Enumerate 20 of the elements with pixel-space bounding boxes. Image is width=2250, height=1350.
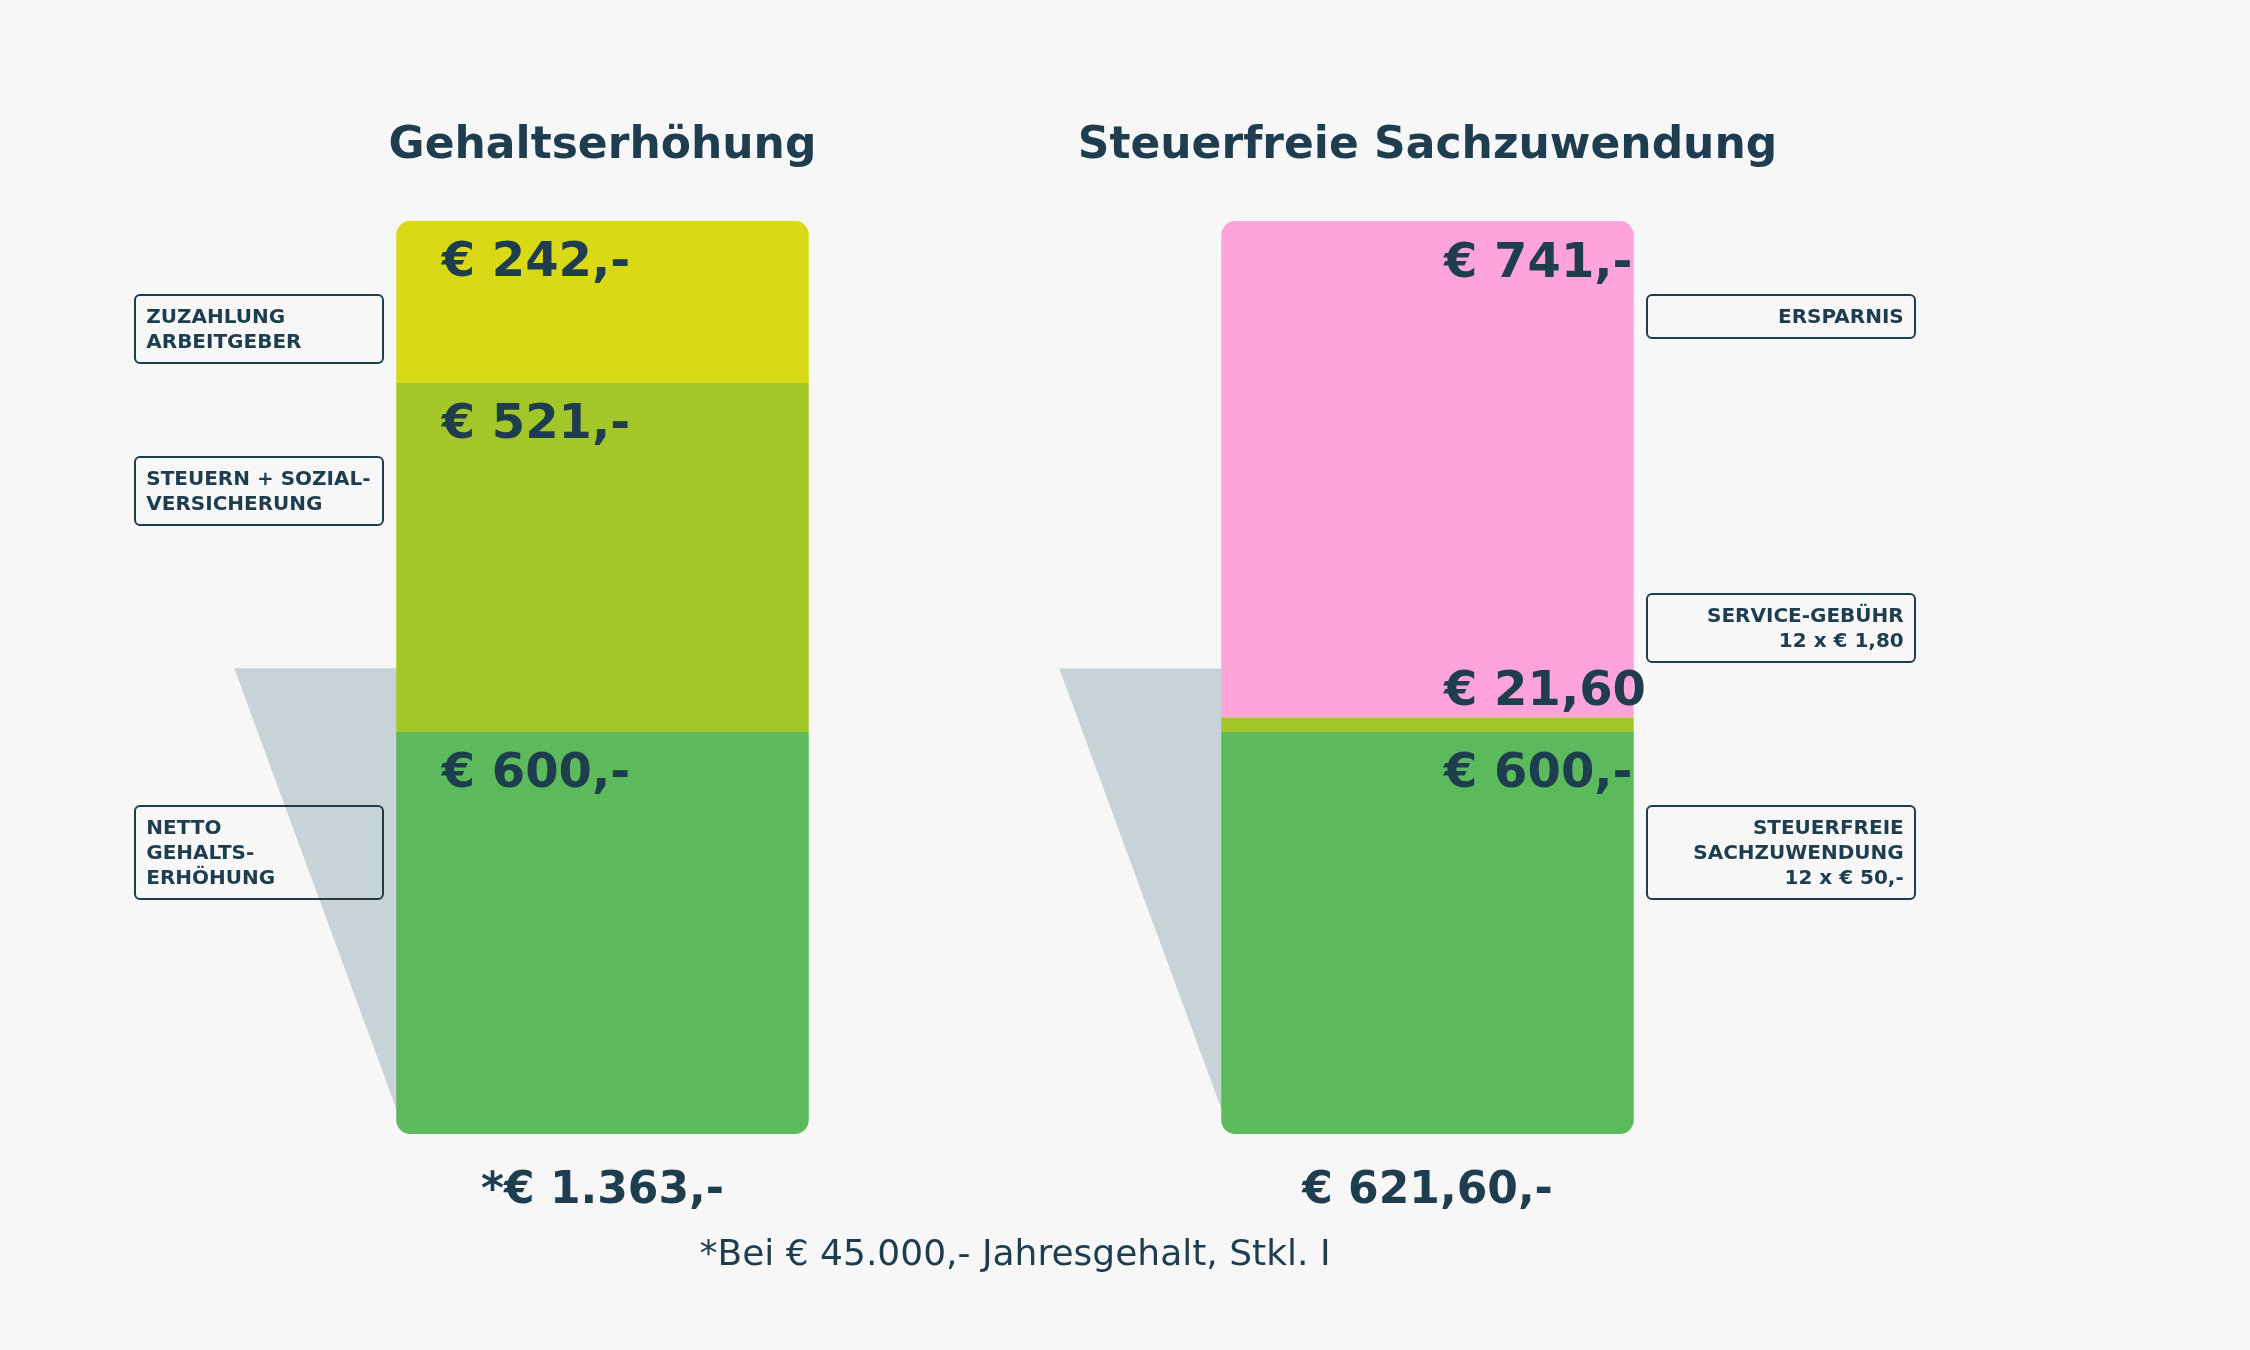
text: *Bei € 45.000,- Jahresgehalt, Stkl. I (699, 1232, 1331, 1274)
x-tick-label: Steuerfreie Sachzuwendung (1077, 116, 1778, 168)
data-label: € 600,- (1443, 742, 1633, 799)
data-label: € 600,- (440, 742, 631, 799)
data-label: € 242,- (440, 231, 631, 288)
bar (1221, 717, 1634, 732)
data-label: € 741,- (1443, 231, 1633, 288)
callout-box: ERSPARNIS (1645, 294, 1916, 340)
x-tick-label: Gehaltserhöhung (388, 116, 817, 168)
callout-box: ZUZAHLUNG ARBEITGEBER (134, 293, 385, 364)
data-label: € 21,60 (1443, 660, 1646, 716)
bar (396, 220, 809, 383)
callout-box: STEUERN + SOZIAL- VERSICHERUNG (134, 455, 385, 526)
data-label: € 521,- (440, 393, 631, 450)
callout-box: NETTO GEHALTS- ERHÖHUNG (134, 805, 385, 900)
bar (396, 382, 809, 732)
text: € 621,60,- (1301, 1162, 1553, 1214)
callout-box: STEUERFREIE SACHZUWENDUNG 12 x € 50,- (1645, 805, 1916, 900)
text: *€ 1.363,- (480, 1162, 725, 1214)
callout-box: SERVICE-GEBÜHR 12 x € 1,80 (1645, 592, 1916, 663)
